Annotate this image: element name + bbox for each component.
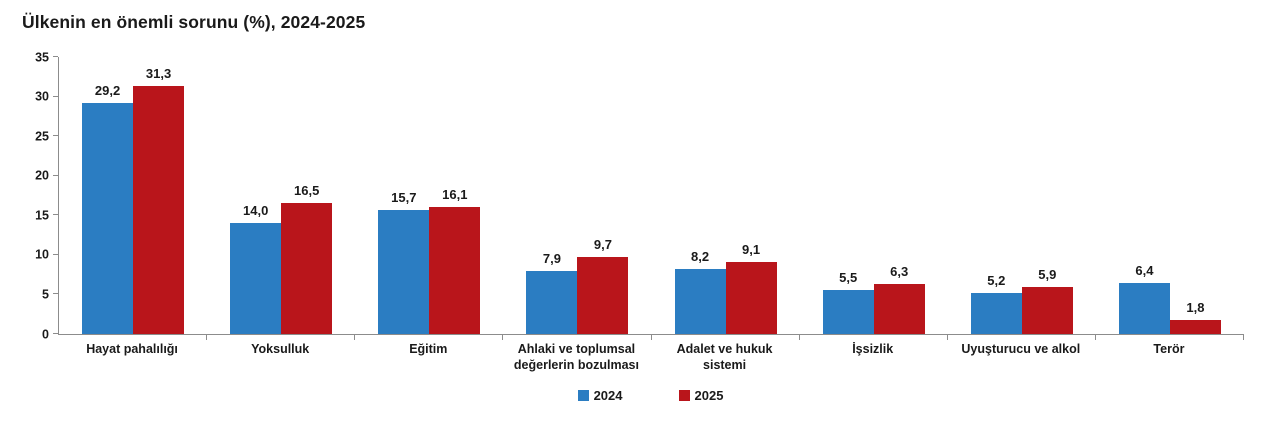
chart-title: Ülkenin en önemli sorunu (%), 2024-2025 <box>22 12 366 32</box>
bar-2024: 7,9 <box>526 252 578 334</box>
x-tick-mark <box>650 335 652 340</box>
bar-value-label: 16,1 <box>442 186 468 202</box>
x-tick-mark <box>206 335 208 340</box>
y-tick-label: 10 <box>35 247 49 262</box>
y-tick-mark <box>53 333 58 334</box>
bar-2025: 6,3 <box>873 265 925 334</box>
bar-value-label: 29,2 <box>94 82 121 98</box>
category-label: Adalet ve hukuk sistemi <box>676 342 773 373</box>
bar-2025: 1,8 <box>1169 301 1221 334</box>
x-axis-line <box>58 334 1244 335</box>
category-label: Terör <box>1153 342 1185 356</box>
bar-group: 15,7 16,1 <box>355 57 504 340</box>
y-tick-mark <box>53 135 58 137</box>
category-label: Hayat pahalılığı <box>86 342 178 356</box>
category-label: Ahlaki ve toplumsal değerlerin bozulması <box>513 342 639 373</box>
bar-2024: 5,5 <box>822 271 874 334</box>
plot-area: 0 5 10 15 20 25 30 35 29,2 31,3 14,0 16,5 15,7 16,1 7… <box>35 51 1244 340</box>
y-tick-mark <box>53 253 58 255</box>
bar-value-label: 31,3 <box>145 66 172 82</box>
x-tick-mark <box>502 335 504 340</box>
bar-2024: 15,7 <box>378 191 430 334</box>
bar-pair: 8,2 9,1 <box>674 57 777 334</box>
bar-2024: 6,4 <box>1118 264 1170 334</box>
x-tick-mark <box>1094 335 1096 340</box>
bar-value-label: 1,8 <box>1186 299 1205 315</box>
bar-value-label: 16,5 <box>294 183 320 199</box>
category-label: Eğitim <box>409 342 448 356</box>
bar-2024: 29,2 <box>82 84 134 334</box>
legend-label: 2024 <box>593 388 623 403</box>
bar-value-label: 15,7 <box>391 189 417 205</box>
bar-value-label: 5,9 <box>1038 267 1057 283</box>
bar-groups: 29,2 31,3 14,0 16,5 15,7 16,1 7,9 9,7 8,2 9,1 5,5 6… <box>59 57 1244 340</box>
y-tick-label: 35 <box>35 49 49 64</box>
bar-pair: 5,2 5,9 <box>970 57 1073 334</box>
y-tick-mark <box>53 56 58 57</box>
y-tick-mark <box>53 95 58 97</box>
legend-item-2024: 2024 <box>577 388 623 403</box>
x-axis-labels: Hayat pahalılığı Yoksulluk Eğitim Ahlaki ve… <box>58 341 1243 374</box>
bar-pair: 6,4 1,8 <box>1118 57 1221 334</box>
bar-group: 5,5 6,3 <box>800 57 948 340</box>
bar-2024: 5,2 <box>970 274 1022 334</box>
bar-2024: 14,0 <box>230 204 282 334</box>
bar-value-label: 5,5 <box>839 270 858 286</box>
bar-2025: 5,9 <box>1021 268 1073 334</box>
bar-pair: 29,2 31,3 <box>82 57 185 334</box>
y-tick-mark <box>53 293 58 295</box>
y-tick-mark <box>53 214 58 216</box>
bar-2025: 31,3 <box>133 67 185 334</box>
bar-group: 29,2 31,3 <box>59 57 208 340</box>
bar-value-label: 7,9 <box>542 251 561 267</box>
y-tick-label: 25 <box>35 128 49 143</box>
bar-value-label: 14,0 <box>243 203 269 219</box>
x-tick-mark <box>946 335 948 340</box>
bar-value-label: 9,7 <box>593 237 612 253</box>
bar-2025: 9,1 <box>725 243 777 334</box>
bar-group: 6,4 1,8 <box>1096 57 1244 340</box>
bar-pair: 5,5 6,3 <box>822 57 925 334</box>
bar-value-label: 5,2 <box>987 272 1006 288</box>
bar-group: 7,9 9,7 <box>503 57 652 340</box>
y-tick-label: 0 <box>42 326 49 341</box>
bar-group: 14,0 16,5 <box>207 57 356 340</box>
y-tick-mark <box>53 174 58 176</box>
bar-group: 5,2 5,9 <box>948 57 1096 340</box>
bar-value-label: 6,3 <box>890 264 909 280</box>
x-tick-mark <box>798 335 800 340</box>
bar-2025: 16,1 <box>429 188 481 334</box>
bar-pair: 14,0 16,5 <box>230 57 333 334</box>
bar-value-label: 8,2 <box>691 249 710 265</box>
legend-swatch-icon <box>577 390 589 401</box>
bar-pair: 7,9 9,7 <box>526 57 629 334</box>
bar-value-label: 9,1 <box>742 241 761 257</box>
x-tick-mark <box>1243 335 1244 340</box>
bar-value-label: 6,4 <box>1135 263 1154 279</box>
legend-label: 2025 <box>694 388 724 403</box>
y-tick-label: 20 <box>35 168 49 183</box>
bar-group: 8,2 9,1 <box>652 57 800 340</box>
legend: 2024 2025 <box>58 389 1243 402</box>
bar-2025: 16,5 <box>281 184 333 334</box>
legend-swatch-icon <box>678 390 690 401</box>
legend-item-2025: 2025 <box>678 388 724 403</box>
y-tick-label: 15 <box>35 208 49 223</box>
category-label: İşsizlik <box>852 342 894 356</box>
y-tick-label: 30 <box>35 89 49 104</box>
category-label: Uyuşturucu ve alkol <box>961 342 1081 356</box>
category-label: Yoksulluk <box>251 342 310 356</box>
bar-2024: 8,2 <box>674 250 726 334</box>
y-tick-label: 5 <box>42 287 49 302</box>
bar-pair: 15,7 16,1 <box>378 57 481 334</box>
bar-2025: 9,7 <box>577 238 629 334</box>
x-tick-mark <box>354 335 356 340</box>
